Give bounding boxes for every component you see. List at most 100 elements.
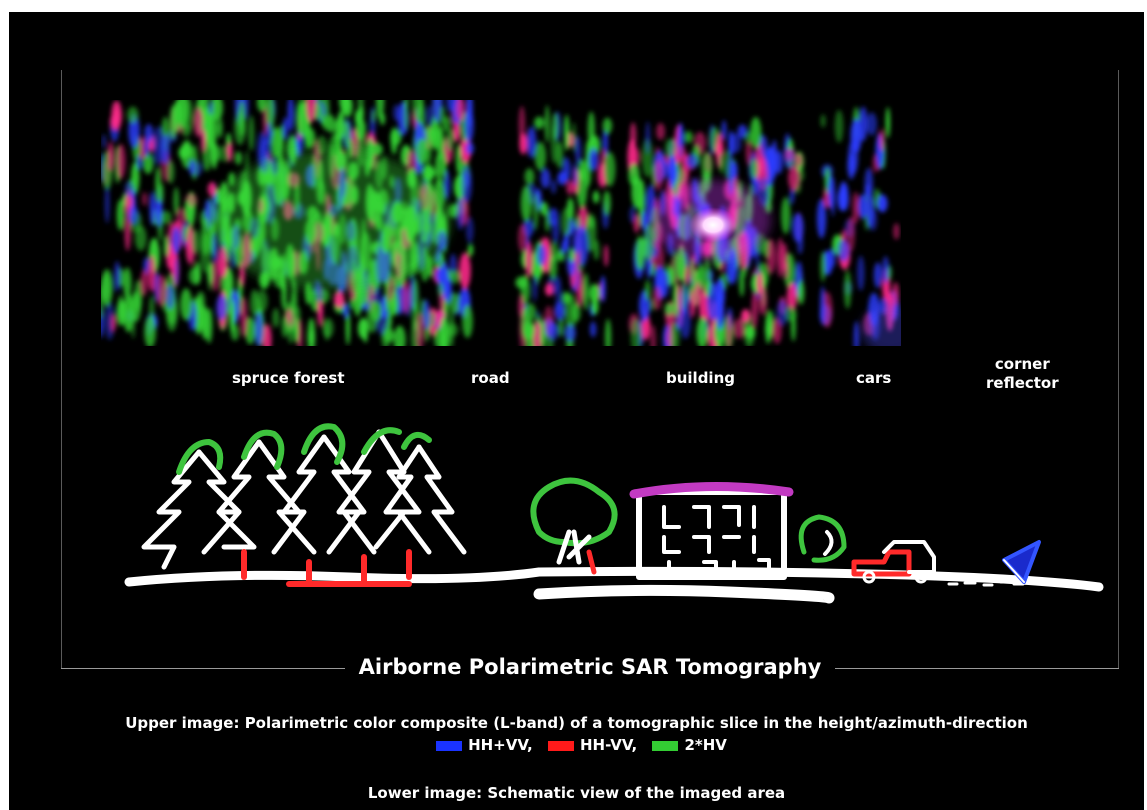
broadleaf-tree-branches	[556, 529, 592, 565]
sar-speckle	[525, 241, 533, 278]
sar-speckle	[554, 301, 565, 321]
sar-speckle	[167, 160, 175, 184]
sar-speckle	[456, 196, 465, 231]
sar-speckle	[439, 253, 445, 269]
sar-speckle	[628, 163, 640, 187]
sar-speckle	[578, 205, 588, 233]
sar-speckle	[603, 190, 611, 216]
sar-speckle	[792, 212, 804, 243]
sar-speckle	[324, 321, 329, 341]
sar-speckle	[449, 292, 461, 314]
sar-speckle	[109, 114, 117, 130]
sar-speckle	[653, 160, 664, 191]
sar-speckle	[676, 283, 682, 311]
car-red	[851, 549, 912, 577]
sar-speckle	[816, 198, 827, 239]
sar-speckle	[776, 299, 788, 327]
sar-speckle	[294, 306, 301, 324]
sar-speckle	[415, 313, 425, 346]
sar-speckle	[459, 252, 471, 290]
sar-speckle	[837, 239, 850, 262]
sar-speckle	[123, 293, 134, 333]
sar-speckle	[144, 316, 156, 346]
sar-speckle	[452, 203, 457, 219]
sar-speckle	[716, 290, 724, 330]
small-tree-crown	[798, 514, 847, 563]
sar-speckle	[591, 296, 599, 315]
figure-panel: spruce forest road building cars corner …	[9, 12, 1144, 810]
sar-speckle	[101, 134, 107, 149]
sar-speckle	[697, 263, 705, 289]
sar-speckle	[787, 148, 794, 170]
sar-speckle	[572, 162, 577, 186]
legend-swatch-2hv	[652, 740, 679, 751]
sar-speckle	[465, 142, 474, 155]
sar-speckle	[116, 299, 126, 326]
sar-speckle	[781, 196, 791, 235]
label-corner-reflector: corner reflector	[986, 355, 1059, 392]
sar-speckle	[437, 282, 444, 297]
sar-speckle	[764, 321, 773, 337]
sar-speckle	[287, 100, 294, 132]
sar-speckle	[226, 268, 235, 300]
sar-speckle	[278, 124, 285, 161]
sar-speckle	[142, 192, 148, 206]
car-wheel-front	[862, 570, 876, 584]
sar-speckle	[675, 145, 687, 163]
sar-speckle	[847, 216, 855, 252]
sar-speckle	[184, 100, 194, 132]
sar-speckle	[644, 280, 651, 301]
sar-speckle	[131, 299, 136, 339]
sar-speckle	[401, 280, 410, 314]
sar-speckle	[588, 148, 599, 171]
small-tree-branch	[823, 530, 834, 556]
sar-speckle	[148, 255, 156, 292]
sar-speckle	[540, 168, 551, 189]
sar-speckle	[439, 106, 446, 124]
sar-speckle	[879, 129, 885, 152]
sar-speckle	[547, 322, 559, 341]
sar-speckle	[134, 280, 143, 312]
sar-speckle	[534, 116, 545, 129]
sar-speckle	[262, 324, 272, 346]
sar-speckle	[681, 274, 687, 311]
sar-speckle	[536, 243, 547, 266]
sar-speckle	[852, 191, 859, 224]
sar-speckle	[296, 101, 304, 136]
sar-speckle	[566, 181, 574, 195]
sar-speckle	[673, 281, 679, 318]
caption-lower: Lower image: Schematic view of the image…	[367, 784, 786, 802]
sar-speckle	[584, 151, 590, 191]
sar-speckle	[140, 269, 148, 296]
sar-speckle	[548, 208, 559, 227]
sar-speckle	[404, 100, 409, 109]
sar-speckle	[844, 270, 852, 309]
sar-speckle	[857, 255, 865, 291]
sar-speckle	[520, 275, 530, 305]
tree-trunks	[241, 549, 412, 587]
sar-speckle	[316, 135, 328, 155]
sar-speckle	[797, 280, 805, 305]
sar-speckle	[668, 159, 676, 189]
sar-speckle	[524, 303, 537, 321]
sar-speckle	[206, 113, 213, 150]
sar-speckle	[180, 142, 192, 158]
sar-speckle	[326, 114, 335, 133]
sar-speckle	[600, 275, 606, 303]
sar-speckle	[434, 328, 446, 346]
building-bright-return	[689, 207, 737, 243]
sar-speckle	[229, 298, 235, 334]
sar-speckle	[104, 183, 110, 224]
sar-speckle	[265, 122, 272, 146]
sar-speckle	[665, 138, 676, 158]
sar-speckle	[216, 294, 227, 320]
figure-title: Airborne Polarimetric SAR Tomography	[344, 655, 836, 679]
sar-speckle	[571, 303, 581, 322]
sar-speckle	[174, 256, 180, 286]
sar-speckle	[456, 100, 465, 122]
schematic-sketch	[124, 423, 1104, 604]
sar-speckle	[589, 321, 597, 338]
sar-speckle	[629, 206, 636, 223]
sar-speckle	[449, 309, 454, 346]
sar-speckle	[603, 244, 609, 267]
